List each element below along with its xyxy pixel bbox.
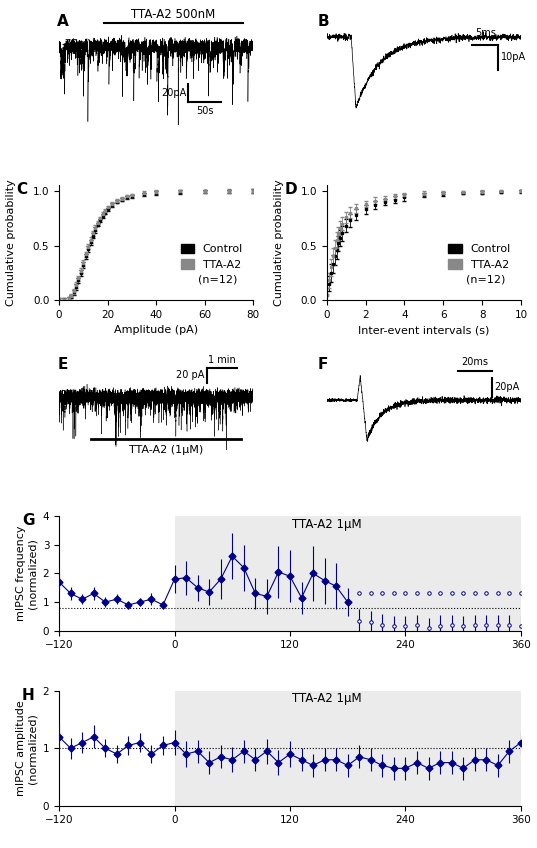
Text: 1 min: 1 min (208, 355, 235, 365)
Text: 20 pA: 20 pA (176, 371, 205, 380)
Text: 20pA: 20pA (161, 87, 186, 98)
Legend: Control, TTA-A2: Control, TTA-A2 (176, 239, 248, 274)
Text: B: B (317, 14, 329, 29)
Y-axis label: Cumulative probability: Cumulative probability (274, 180, 284, 306)
Y-axis label: Cumulative probability: Cumulative probability (6, 180, 17, 306)
Text: 5ms: 5ms (475, 28, 496, 38)
Text: F: F (317, 358, 328, 372)
Y-axis label: mIPSC amplitude
(normalized): mIPSC amplitude (normalized) (16, 700, 37, 796)
Text: E: E (57, 358, 68, 372)
Text: A: A (57, 14, 69, 29)
Text: TTA-A2 (1μM): TTA-A2 (1μM) (129, 445, 204, 455)
Text: TTA-A2 500nM: TTA-A2 500nM (132, 8, 216, 20)
Text: D: D (284, 182, 297, 197)
Y-axis label: mIPSC frequency
(normalized): mIPSC frequency (normalized) (16, 526, 37, 622)
Text: 20mV: 20mV (60, 390, 91, 399)
Legend: Control, TTA-A2: Control, TTA-A2 (444, 239, 516, 274)
Text: (n=12): (n=12) (466, 275, 506, 284)
Text: 10pA: 10pA (501, 53, 526, 62)
Text: G: G (22, 513, 34, 527)
Text: TTA-A2 1μM: TTA-A2 1μM (292, 517, 362, 531)
Text: H: H (22, 688, 35, 702)
X-axis label: Amplitude (pA): Amplitude (pA) (114, 326, 198, 335)
Text: -70mV: -70mV (61, 39, 95, 49)
Text: C: C (17, 182, 27, 197)
Text: 20ms: 20ms (461, 357, 488, 366)
Text: 20pA: 20pA (494, 382, 519, 393)
Bar (59, 516, 175, 631)
Text: TTA-A2 1μM: TTA-A2 1μM (292, 693, 362, 706)
Text: (n=12): (n=12) (199, 275, 238, 284)
X-axis label: Inter-event intervals (s): Inter-event intervals (s) (358, 326, 490, 335)
Text: 50s: 50s (196, 106, 213, 116)
Bar (59, 691, 175, 806)
